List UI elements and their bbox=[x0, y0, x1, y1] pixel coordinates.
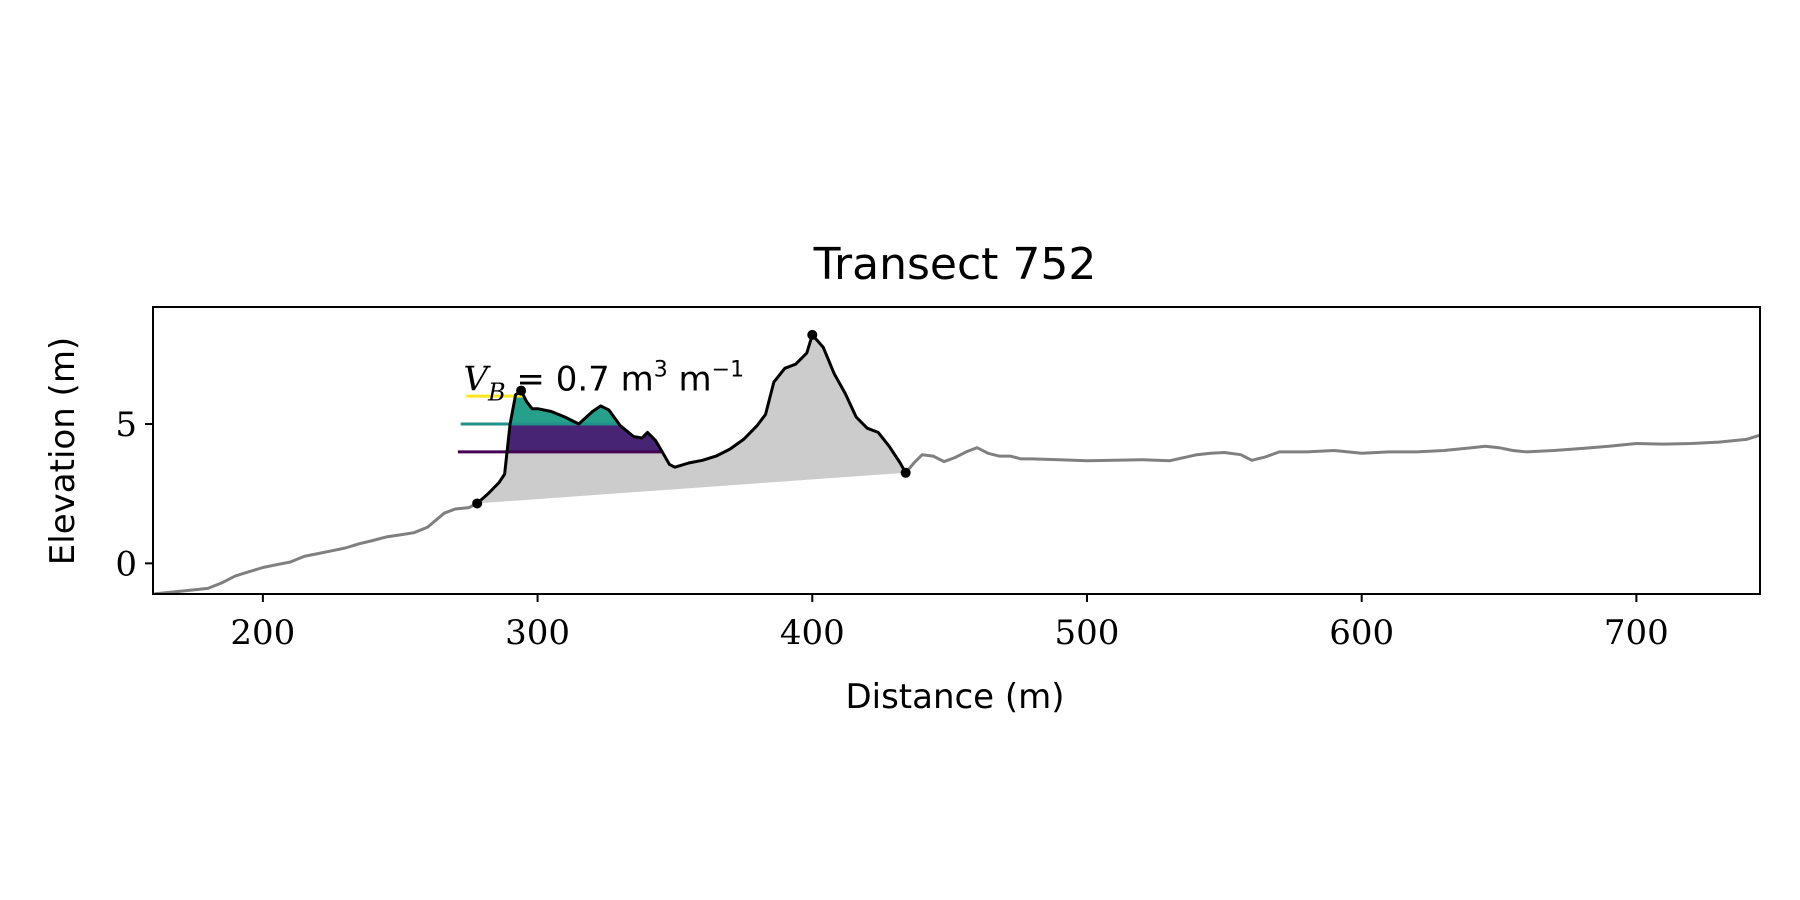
annotation-variable: V bbox=[463, 360, 491, 400]
x-tick-label-300: 300 bbox=[505, 613, 570, 653]
annotation-exponent-1: 3 bbox=[654, 358, 668, 383]
x-tick-label-600: 600 bbox=[1329, 613, 1394, 653]
annotation-value: = 0.7 m bbox=[506, 360, 654, 400]
chart-title: Transect 752 bbox=[813, 239, 1097, 290]
y-tick-label-5: 5 bbox=[115, 405, 137, 445]
water-level-fill-1-0 bbox=[510, 390, 619, 424]
dune-marker-0 bbox=[472, 498, 483, 509]
annotation-unit: m bbox=[668, 360, 712, 400]
dune-profile-line bbox=[476, 333, 908, 505]
axes-frame bbox=[152, 306, 1761, 595]
x-tick-label-200: 200 bbox=[230, 613, 295, 653]
dune-marker-1 bbox=[516, 385, 527, 396]
dune-marker-2 bbox=[807, 329, 818, 340]
volume-annotation: VB = 0.7 m3 m−1 bbox=[463, 358, 744, 407]
plot-area bbox=[153, 329, 1760, 594]
y-tick-label-0: 0 bbox=[115, 544, 137, 584]
x-axis-label: Distance (m) bbox=[845, 677, 1064, 717]
annotation-subscript: B bbox=[487, 379, 506, 407]
x-tick-label-700: 700 bbox=[1604, 613, 1669, 653]
y-axis: 05 bbox=[115, 405, 153, 584]
x-tick-label-400: 400 bbox=[780, 613, 845, 653]
x-tick-label-500: 500 bbox=[1055, 613, 1120, 653]
y-axis-label: Elevation (m) bbox=[43, 337, 83, 565]
x-axis: 200 300 400 500 600 700 bbox=[230, 594, 1669, 653]
profile-line-seaward bbox=[153, 502, 478, 594]
dune-volume-fill bbox=[477, 334, 906, 504]
profile-line-landward bbox=[904, 433, 1760, 474]
annotation-exponent-2: −1 bbox=[712, 358, 744, 383]
dune-marker-3 bbox=[900, 467, 911, 478]
